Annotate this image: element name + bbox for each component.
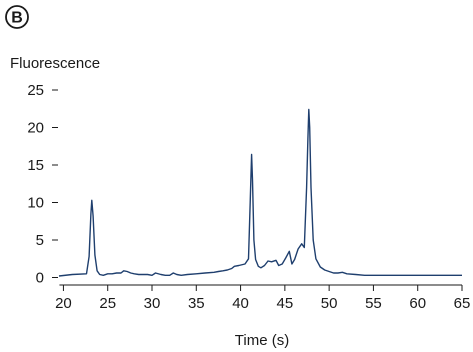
panel-label-circle [5,5,29,29]
x-tick-label: 60 [409,295,426,312]
x-tick-label: 55 [365,295,382,312]
y-axis: 0 5 10 15 20 25 [27,82,58,287]
y-tick-label: 10 [27,195,44,212]
x-axis: 20 25 30 35 40 45 50 55 60 65 [55,284,471,312]
y-tick-label: 25 [27,82,44,99]
x-axis-title: Time (s) [235,332,289,349]
y-tick-label: 5 [36,232,44,249]
y-tick-label: 20 [27,120,44,137]
y-tick-label: 15 [27,157,44,174]
x-tick-label: 25 [99,295,116,312]
y-tick-label: 0 [36,270,44,287]
panel-label-text: B [11,10,23,27]
series-line-1 [58,108,462,277]
x-tick-label: 30 [144,295,161,312]
x-tick-label: 65 [454,295,471,312]
plot-area [58,108,462,277]
x-tick-label: 35 [188,295,205,312]
x-tick-label: 45 [277,295,294,312]
x-tick-label: 40 [232,295,249,312]
panel-label: B [5,5,29,29]
x-tick-label: 50 [321,295,338,312]
y-axis-title: Fluorescence [10,55,100,72]
x-tick-label: 20 [55,295,72,312]
